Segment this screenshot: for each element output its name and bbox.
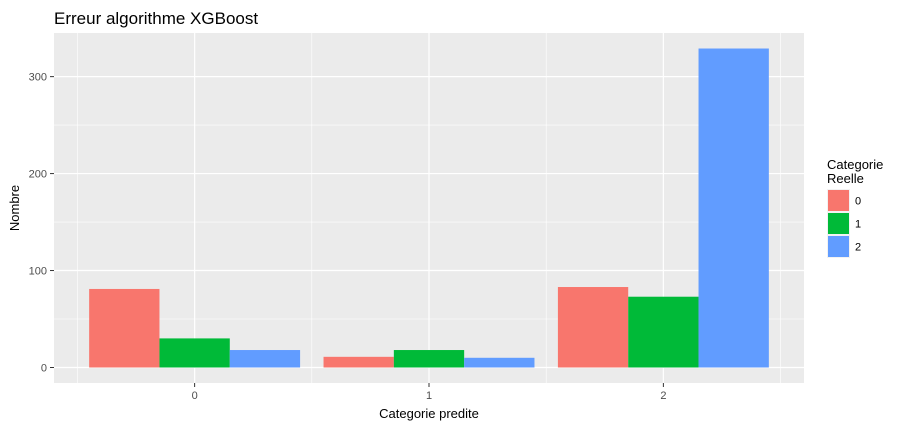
bar-cat2-series2 xyxy=(698,48,769,368)
x-tick-label: 2 xyxy=(660,390,666,402)
y-axis-title: Nombre xyxy=(7,185,22,231)
legend-swatch xyxy=(828,190,849,211)
bar-cat1-series1 xyxy=(393,350,465,368)
legend-title: Reelle xyxy=(827,171,864,186)
y-tick-label: 0 xyxy=(41,362,47,374)
y-tick-label: 200 xyxy=(29,169,47,181)
legend-label: 0 xyxy=(855,196,861,208)
bar-cat0-series2 xyxy=(229,350,301,368)
x-tick-label: 1 xyxy=(426,390,432,402)
bar-cat2-series1 xyxy=(628,296,699,368)
legend-title: Categorie xyxy=(827,157,883,172)
bar-cat0-series0 xyxy=(89,288,160,368)
legend-swatch xyxy=(828,236,849,257)
y-tick-label: 300 xyxy=(29,72,47,84)
y-tick-label: 100 xyxy=(29,266,47,278)
x-tick-label: 0 xyxy=(192,390,198,402)
bar-cat0-series1 xyxy=(159,338,230,368)
chart-title: Erreur algorithme XGBoost xyxy=(54,9,258,28)
legend-label: 1 xyxy=(855,219,861,231)
legend-label: 2 xyxy=(855,242,861,254)
y-axis: 0 100 200 300 xyxy=(29,72,54,374)
bar-cat1-series0 xyxy=(323,356,394,368)
bar-cat1-series2 xyxy=(464,357,535,368)
x-axis-title: Categorie predite xyxy=(379,406,479,421)
bars xyxy=(89,48,769,368)
bar-cat2-series0 xyxy=(557,287,629,368)
legend-swatch xyxy=(828,213,849,234)
x-axis: 0 1 2 xyxy=(192,383,666,402)
